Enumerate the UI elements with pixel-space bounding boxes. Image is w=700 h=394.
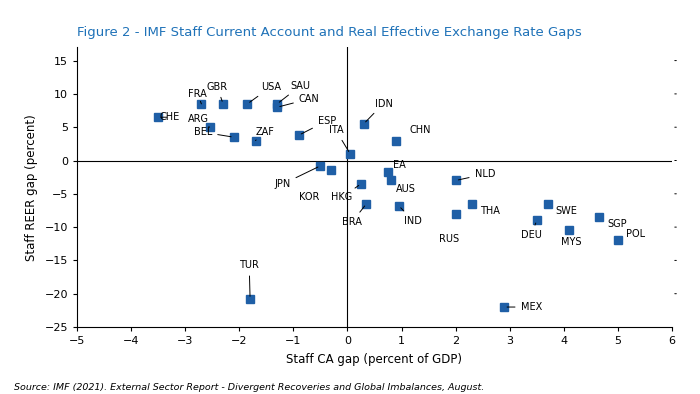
X-axis label: Staff CA gap (percent of GDP): Staff CA gap (percent of GDP)	[286, 353, 463, 366]
Text: ARG: ARG	[188, 114, 209, 127]
Text: CAN: CAN	[280, 94, 319, 106]
Text: CHN: CHN	[410, 125, 431, 135]
Text: ESP: ESP	[301, 116, 336, 134]
Text: GBR: GBR	[206, 82, 228, 101]
Text: USA: USA	[250, 82, 281, 102]
Text: ZAF: ZAF	[256, 127, 274, 141]
Text: RUS: RUS	[440, 234, 459, 244]
Text: DEU: DEU	[521, 223, 541, 240]
Text: AUS: AUS	[396, 184, 416, 194]
Text: SGP: SGP	[607, 219, 626, 229]
Text: FRA: FRA	[188, 89, 206, 104]
Text: MEX: MEX	[507, 302, 542, 312]
Text: POL: POL	[626, 229, 645, 239]
Text: BRA: BRA	[342, 206, 365, 227]
Text: BEL: BEL	[194, 127, 231, 137]
Text: SAU: SAU	[279, 81, 311, 102]
Y-axis label: Staff REER gap (percent): Staff REER gap (percent)	[25, 114, 38, 260]
Text: SWE: SWE	[556, 206, 578, 216]
Text: MYS: MYS	[561, 237, 582, 247]
Text: IDN: IDN	[365, 98, 393, 122]
Text: THA: THA	[480, 206, 500, 216]
Text: ITA: ITA	[328, 125, 349, 151]
Text: TUR: TUR	[239, 260, 259, 296]
Text: Figure 2 - IMF Staff Current Account and Real Effective Exchange Rate Gaps: Figure 2 - IMF Staff Current Account and…	[77, 26, 582, 39]
Text: Source: IMF (2021). External Sector Report - Divergent Recoveries and Global Imb: Source: IMF (2021). External Sector Repo…	[14, 383, 484, 392]
Text: IND: IND	[401, 208, 422, 226]
Text: EA: EA	[393, 160, 406, 171]
Text: NLD: NLD	[458, 169, 495, 180]
Text: KOR: KOR	[299, 193, 319, 203]
Text: HKG: HKG	[331, 186, 358, 203]
Text: CHE: CHE	[160, 112, 180, 122]
Text: JPN: JPN	[274, 167, 318, 189]
